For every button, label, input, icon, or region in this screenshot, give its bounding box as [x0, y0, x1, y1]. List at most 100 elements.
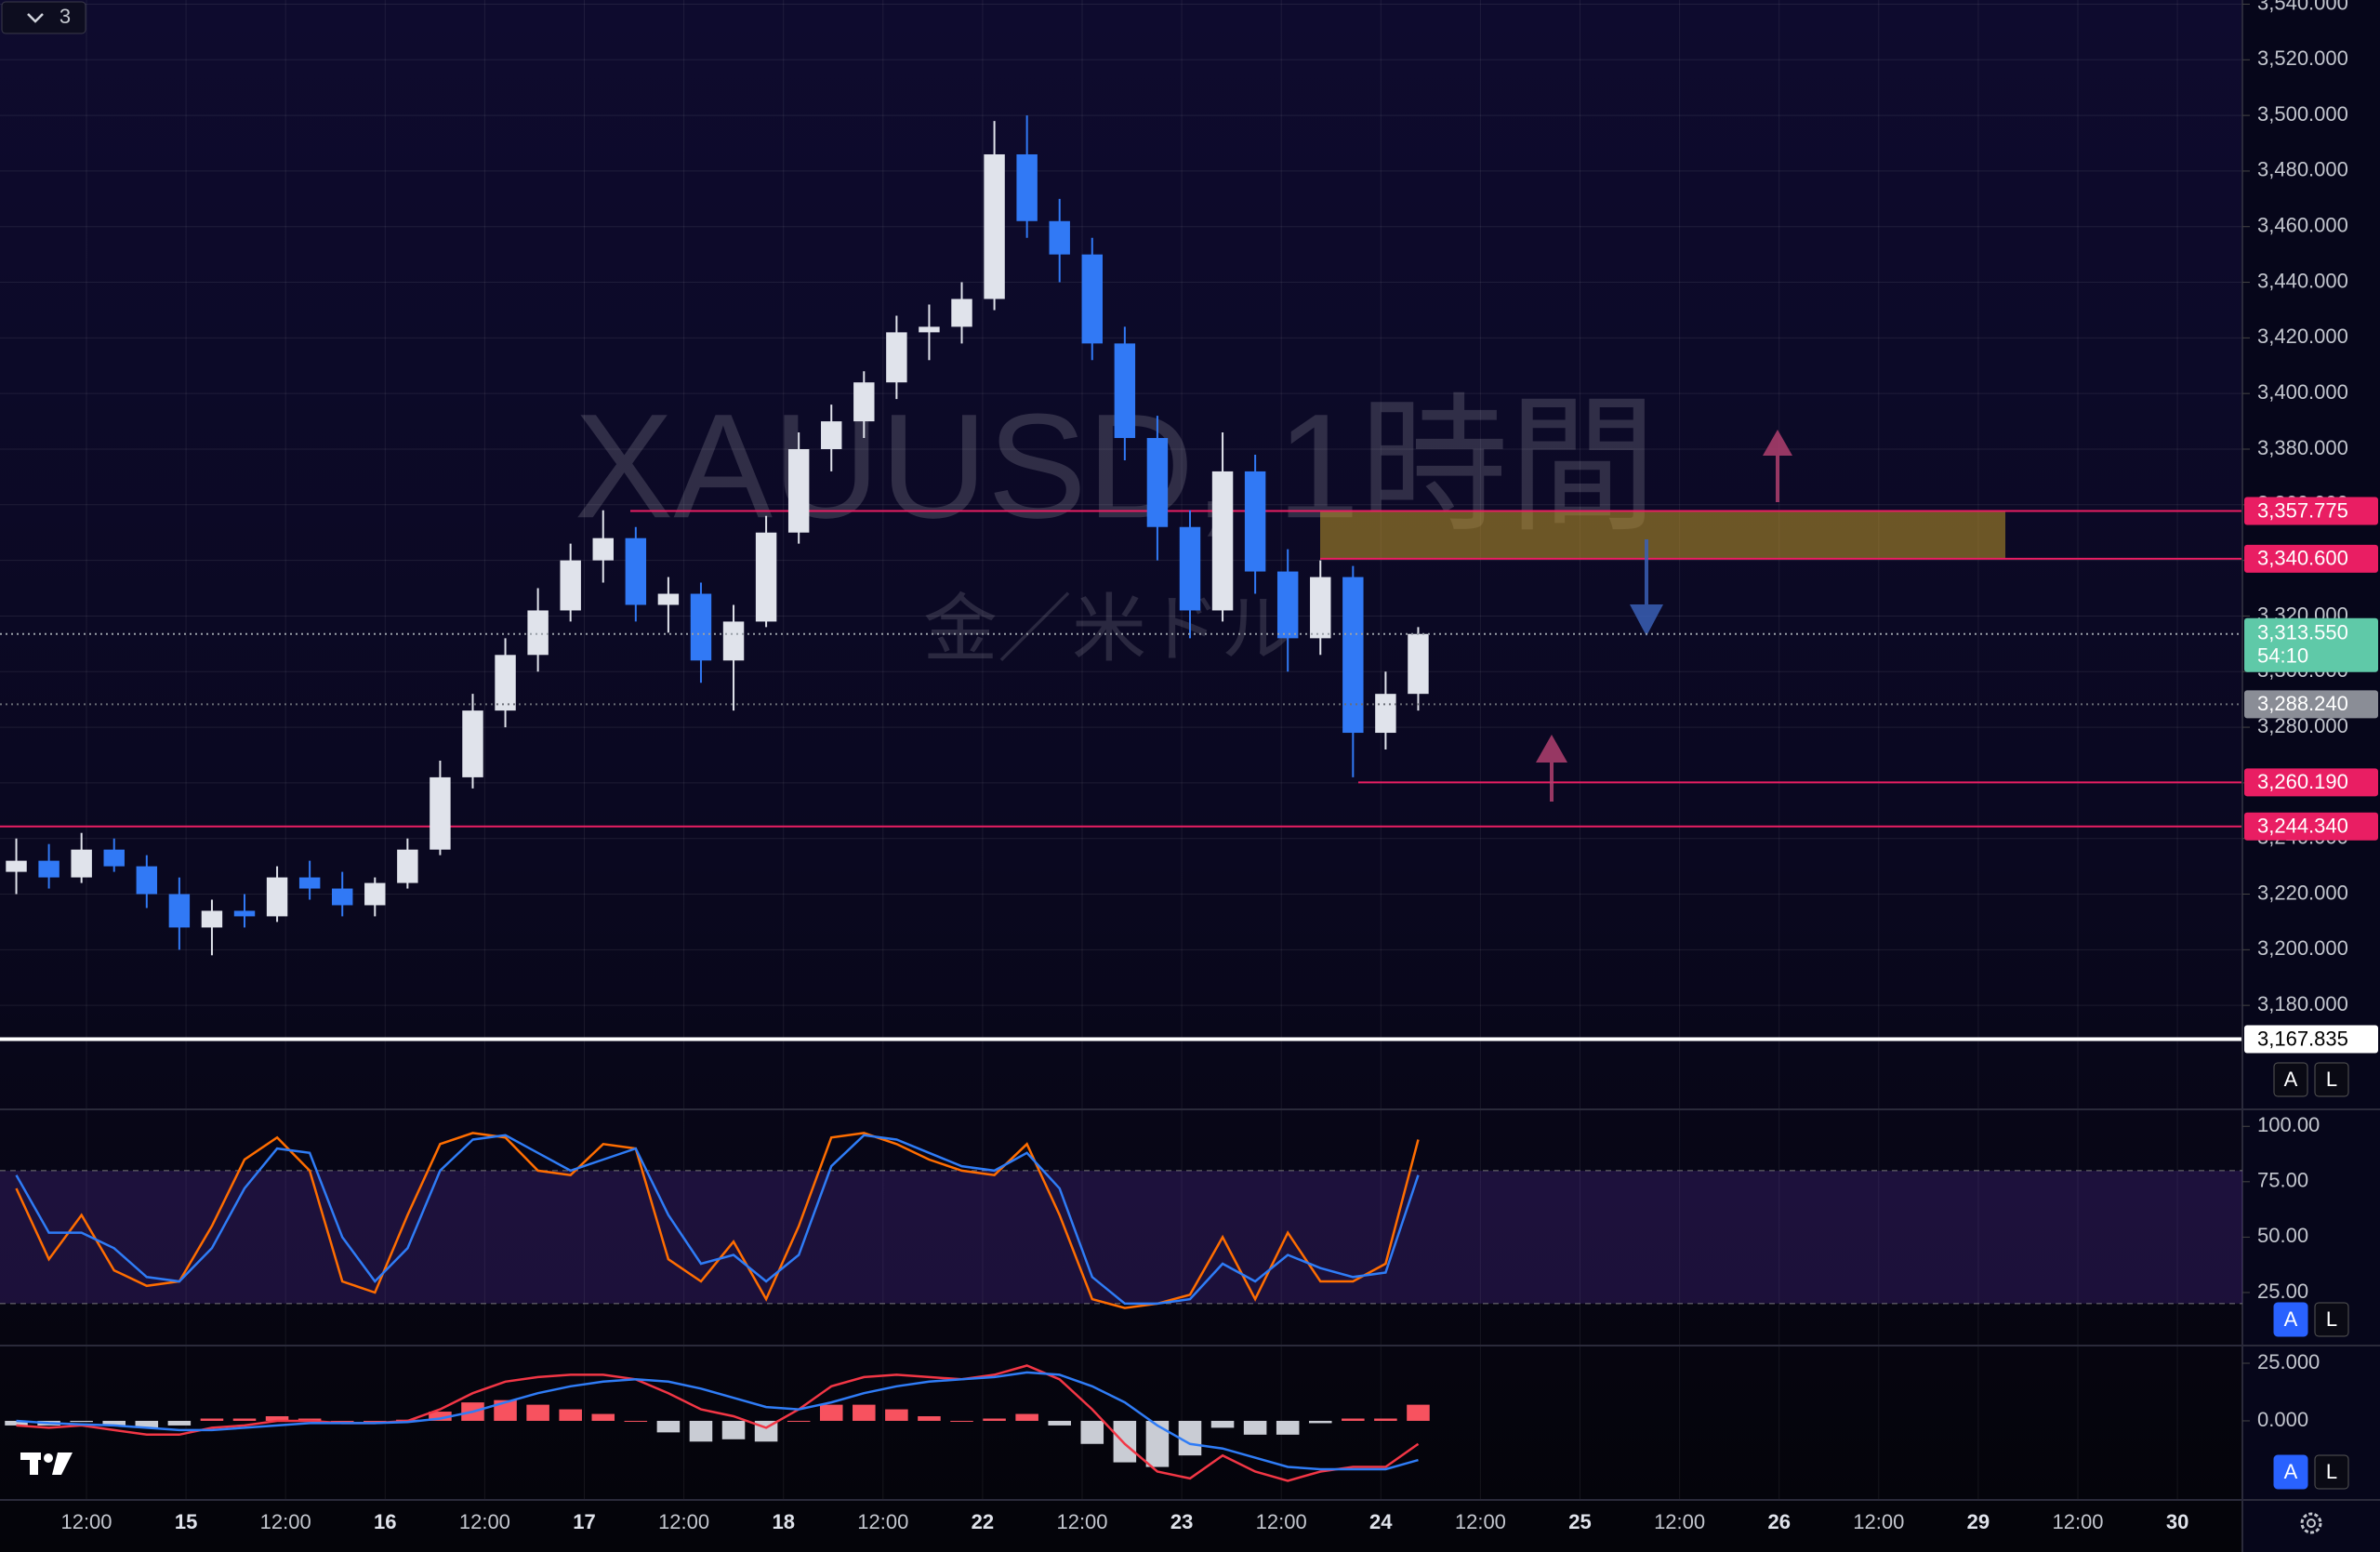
- histogram-bar: [1145, 1420, 1170, 1467]
- candle-body: [1408, 633, 1429, 695]
- zone: [1320, 511, 2005, 559]
- settings-button[interactable]: [2300, 1512, 2322, 1534]
- button-label: A: [2284, 1068, 2298, 1091]
- histogram-bar: [429, 1412, 452, 1421]
- level-label-box: [2244, 1025, 2378, 1054]
- y-tick-label: 3,520.000: [2257, 46, 2348, 70]
- axis-button[interactable]: L: [2314, 1454, 2349, 1490]
- x-tick-label: 12:00: [1853, 1510, 1904, 1533]
- histogram-bar: [559, 1409, 582, 1421]
- candle-body: [1375, 694, 1396, 734]
- toggle-count: 3: [60, 5, 71, 28]
- x-tick-label: 23: [1170, 1510, 1193, 1533]
- x-tick-label: 24: [1369, 1510, 1393, 1533]
- gear[interactable]: [2300, 1512, 2322, 1534]
- histogram-bar: [494, 1399, 517, 1421]
- candle-body: [657, 593, 680, 605]
- candle-body: [690, 593, 712, 661]
- histogram-bar: [1374, 1418, 1397, 1421]
- button-label: L: [2326, 1460, 2337, 1483]
- button-label: A: [2284, 1307, 2298, 1331]
- histogram-bar: [689, 1420, 713, 1442]
- prev-close-label: 3,288.240: [2257, 692, 2348, 715]
- toggle-box[interactable]: [1, 1, 86, 34]
- gear-hub: [2307, 1519, 2316, 1528]
- candle-body: [755, 532, 777, 622]
- histogram-bar: [853, 1404, 876, 1421]
- axis-button[interactable]: A: [2273, 1302, 2308, 1337]
- level-label: 3,357.775: [2257, 498, 2348, 522]
- x-tick-label: 12:00: [1056, 1510, 1107, 1533]
- candle-body: [886, 332, 907, 383]
- last-price-box: [2244, 617, 2378, 672]
- x-tick-label: 17: [573, 1510, 595, 1533]
- button-box: [2314, 1062, 2349, 1097]
- candle-body: [201, 910, 223, 928]
- chevron: [27, 13, 44, 23]
- x-tick-label: 18: [772, 1510, 794, 1533]
- candle-body: [6, 860, 27, 872]
- y-tick-label: 100.00: [2257, 1113, 2320, 1136]
- logo: [20, 1453, 73, 1475]
- x-tick-label: 12:00: [1256, 1510, 1307, 1533]
- candle-body: [233, 910, 256, 917]
- y-tick-label: 3,220.000: [2257, 881, 2348, 904]
- axis-button[interactable]: L: [2314, 1302, 2349, 1337]
- candle-body: [1310, 577, 1331, 639]
- axis-button[interactable]: L: [2314, 1062, 2349, 1097]
- histogram-bar: [200, 1418, 224, 1421]
- candle-body: [1114, 343, 1136, 439]
- histogram-bar: [1342, 1418, 1365, 1421]
- candle-body: [136, 866, 158, 895]
- indicator-line: [15, 1134, 1420, 1306]
- histogram-bar: [656, 1420, 681, 1433]
- histogram-bar: [1080, 1420, 1104, 1444]
- x-tick-label: 25: [1568, 1510, 1591, 1533]
- candle-body: [1146, 438, 1169, 527]
- level-label: 3,260.190: [2257, 770, 2348, 793]
- candle-body: [266, 877, 288, 917]
- level-label: 3,244.340: [2257, 815, 2348, 838]
- histogram-bar: [1113, 1420, 1137, 1463]
- button-label: A: [2284, 1460, 2298, 1483]
- candle-body: [103, 849, 125, 867]
- axis-button[interactable]: A: [2273, 1062, 2308, 1097]
- histogram-bar: [232, 1418, 257, 1421]
- candle-body: [951, 298, 972, 327]
- candle-body: [1342, 577, 1364, 734]
- level-label-box: [2244, 812, 2378, 841]
- histogram-bar: [1407, 1404, 1430, 1421]
- histogram-bar: [364, 1420, 387, 1422]
- y-tick-label: 3,200.000: [2257, 936, 2348, 960]
- histogram-bar: [102, 1420, 126, 1426]
- candle-body: [1179, 526, 1201, 611]
- x-tick-label: 12:00: [658, 1510, 709, 1533]
- histogram-bar: [330, 1420, 354, 1422]
- candle-body: [495, 655, 516, 711]
- candle-body: [625, 537, 647, 605]
- axis-buttons: A L A L A L: [2273, 1062, 2349, 1490]
- y-tick-label: 0.000: [2257, 1408, 2308, 1431]
- indicator-line: [16, 1364, 1420, 1482]
- axis-button[interactable]: A: [2273, 1454, 2308, 1490]
- x-tick-label: 15: [175, 1510, 197, 1533]
- candle-body: [919, 326, 940, 333]
- candle-body: [984, 153, 1005, 299]
- button-box: [2273, 1062, 2308, 1097]
- level-label-box: [2244, 497, 2378, 525]
- x-tick-label: 26: [1767, 1510, 1790, 1533]
- x-tick-label: 12:00: [1455, 1510, 1506, 1533]
- y-tick-label: 3,400.000: [2257, 380, 2348, 404]
- candle-body: [331, 888, 353, 906]
- histogram-bar: [591, 1413, 615, 1421]
- level-label-box: [2244, 768, 2378, 797]
- prev-close-box: [2244, 690, 2378, 719]
- legend-toggle[interactable]: 3: [1, 1, 86, 34]
- y-tick-label: 3,540.000: [2257, 0, 2348, 14]
- x-tick-label: 12:00: [1654, 1510, 1705, 1533]
- histogram-bar: [1178, 1420, 1202, 1456]
- histogram-bar: [167, 1420, 192, 1426]
- main-pane: [0, 115, 2242, 1041]
